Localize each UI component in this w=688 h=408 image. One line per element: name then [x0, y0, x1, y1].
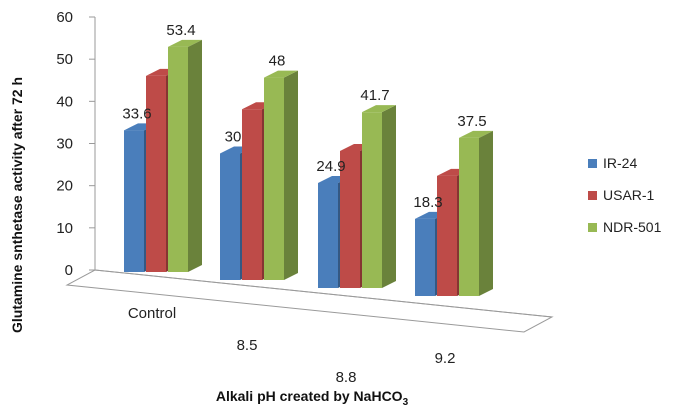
legend-label-IR-24: IR-24 [603, 155, 637, 171]
bar-NDR-501-8.8-side [382, 105, 396, 288]
data-label-IR-24-8.8: 24.9 [316, 158, 345, 175]
y-ticks: 0 10 20 30 40 50 60 [56, 9, 95, 279]
data-label-IR-24-Control: 33.6 [122, 105, 151, 122]
data-label-IR-24-9.2: 18.3 [413, 194, 442, 211]
bar-IR-24-8.5-front [220, 153, 240, 280]
bar-NDR-501-8.8-front [362, 112, 382, 288]
x-tick-label: 9.2 [435, 350, 456, 367]
y-tick-label: 60 [56, 9, 73, 26]
data-label-NDR-501-8.8: 41.7 [360, 87, 389, 104]
x-tick-label: 8.5 [237, 337, 258, 354]
bar-NDR-501-Control-front [168, 46, 188, 272]
legend-label-NDR-501: NDR-501 [603, 219, 662, 235]
y-tick-label: 30 [56, 136, 73, 153]
floor-outline [65, 269, 554, 333]
bar-NDR-501-8.5-top [264, 70, 298, 78]
legend-swatch-NDR-501 [588, 223, 597, 232]
x-axis-title: Alkali pH created by NaHCO3 [216, 388, 409, 408]
bar-IR-24-8.8-front [318, 183, 338, 288]
y-tick-label: 40 [56, 93, 73, 110]
x-axis-title-main: Alkali pH created by NaHCO [216, 388, 403, 404]
bar-USAR-1-9.2-front [437, 175, 457, 296]
bars [124, 39, 493, 296]
legend-swatch-IR-24 [588, 159, 597, 168]
x-ticks: Control 8.5 8.8 9.2 [128, 305, 456, 386]
y-tick-label: 0 [65, 262, 73, 279]
bar-NDR-501-8.8-top [362, 105, 396, 113]
bar-USAR-1-8.8-front [340, 150, 360, 288]
bar-NDR-501-9.2-top [459, 130, 493, 138]
data-labels: 33.6 53.4 30 48 24.9 41.7 18.3 37.5 [122, 22, 486, 211]
bar-NDR-501-9.2-front [459, 137, 479, 296]
bar-IR-24-9.2-front [415, 218, 435, 296]
y-tick-label: 10 [56, 220, 73, 237]
bar-NDR-501-8.5-front [264, 77, 284, 280]
x-tick-label: Control [128, 305, 176, 322]
bar-NDR-501-Control-top [168, 39, 202, 47]
y-axis-title: Glutamine snthetase activity after 72 h [9, 77, 25, 333]
legend: IR-24 USAR-1 NDR-501 [588, 155, 662, 235]
y-tick-label: 20 [56, 178, 73, 195]
data-label-NDR-501-9.2: 37.5 [457, 113, 486, 130]
bar-NDR-501-8.5-side [284, 70, 298, 280]
bar-USAR-1-Control-front [146, 75, 166, 272]
legend-label-USAR-1: USAR-1 [603, 187, 655, 203]
bar-NDR-501-9.2-side [479, 130, 493, 296]
x-axis-title-subscript: 3 [403, 397, 409, 408]
bar-NDR-501-Control-side [188, 39, 202, 272]
x-tick-label: 8.8 [336, 369, 357, 386]
data-label-IR-24-8.5: 30 [225, 129, 242, 146]
data-label-NDR-501-8.5: 48 [269, 53, 286, 70]
data-label-NDR-501-Control: 53.4 [166, 22, 195, 39]
y-tick-label: 50 [56, 51, 73, 68]
bar-USAR-1-8.5-front [242, 109, 262, 280]
bar-IR-24-Control-front [124, 130, 144, 272]
legend-swatch-USAR-1 [588, 191, 597, 200]
